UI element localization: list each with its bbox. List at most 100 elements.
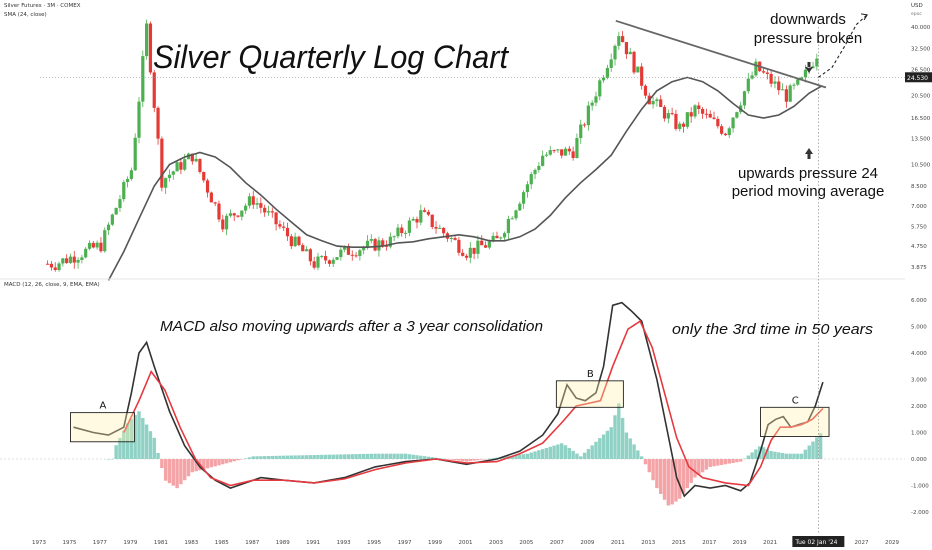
candle-body (324, 256, 328, 261)
macd-histogram-bar (407, 454, 412, 459)
candle-body (244, 205, 248, 211)
candle-body (453, 238, 457, 240)
candle-body (518, 203, 522, 211)
candle-body (289, 236, 293, 247)
candle-body (483, 245, 488, 248)
downwards-note-line1: downwards (770, 11, 846, 28)
macd-histogram-bar (487, 458, 492, 460)
macd-histogram-bar (354, 454, 358, 459)
chart-title: Silver Quarterly Log Chart (153, 39, 509, 75)
candle-body (57, 263, 61, 270)
macd-histogram-bar (780, 453, 785, 459)
projection-dashed-line (818, 14, 868, 78)
candle-body (358, 250, 362, 256)
candle-body (468, 247, 472, 258)
macd-histogram-bar (278, 455, 282, 459)
macd-histogram-bar (811, 441, 815, 459)
macd-histogram-bar (308, 455, 313, 459)
macd-histogram-bar (655, 459, 659, 489)
macd-histogram-bar (670, 459, 674, 505)
candle-body (407, 220, 411, 233)
macd-histogram-bar (754, 449, 758, 459)
candle-body (164, 178, 168, 188)
macd-header: MACD (12, 26, close, 9, EMA, EMA) (4, 282, 100, 288)
macd-histogram-bar (723, 459, 728, 465)
macd-histogram-bar (605, 430, 610, 459)
macd-histogram-bar (803, 449, 808, 459)
candle-body (643, 85, 648, 96)
box-b-label: B (587, 369, 594, 380)
candle-body (419, 210, 423, 223)
macd-histogram-bar (472, 459, 476, 461)
candle-body (255, 203, 259, 205)
up-arrow-icon (805, 148, 813, 159)
candle-body (156, 107, 160, 139)
candle-body (91, 242, 95, 248)
macd-histogram-bar (422, 456, 427, 459)
candle-body (103, 230, 107, 252)
candle-body (628, 51, 632, 55)
macd-histogram-bar (129, 418, 134, 459)
macd-histogram-bar (735, 459, 739, 463)
macd-histogram-bar (217, 459, 221, 466)
candle-body (259, 203, 263, 208)
candle-body (392, 236, 396, 238)
candle-body (331, 259, 335, 264)
macd-histogram-bar (171, 459, 175, 486)
macd-histogram-bar (719, 459, 724, 465)
candle-body (377, 240, 381, 251)
candle-body (803, 69, 808, 78)
macd-histogram-bar (221, 459, 225, 465)
macd-histogram-bar (183, 459, 187, 481)
macd-histogram-bar (601, 434, 606, 459)
macd-histogram-bar (807, 445, 811, 459)
time-tick-label: 2001 (459, 540, 473, 546)
macd-histogram-bar (457, 459, 461, 461)
macd-histogram-bar (122, 430, 126, 459)
macd-histogram-bar (445, 459, 450, 460)
down-arrow-icon (805, 62, 813, 73)
macd-histogram-bar (632, 444, 636, 459)
macd-histogram-bar (213, 459, 217, 467)
candle-body (651, 101, 655, 105)
candle-body (464, 255, 469, 258)
macd-histogram-bar (529, 452, 533, 459)
time-tick-label: 1999 (428, 540, 442, 546)
macd-histogram-bar (301, 455, 305, 459)
candle-body (476, 240, 480, 254)
macd-histogram-bar (137, 411, 141, 459)
symbol-header: Silver Futures · 3M · COMEX (4, 3, 81, 9)
macd-histogram-bar (262, 456, 267, 459)
candle-body (46, 263, 50, 265)
candle-body (780, 89, 785, 91)
price-tick-label: 16.500 (911, 116, 931, 122)
macd-histogram-bar (700, 459, 705, 473)
candle-body (693, 105, 697, 117)
macd-histogram-bar (282, 455, 286, 459)
macd-histogram-bar (304, 455, 309, 459)
macd-histogram-bar (266, 456, 271, 459)
candle-body (381, 240, 385, 246)
candle-body (624, 42, 629, 55)
time-tick-label: 2029 (885, 540, 899, 546)
candle-body (80, 257, 84, 260)
candle-body (632, 51, 636, 73)
candle-body (335, 257, 339, 260)
candle-body (636, 66, 640, 73)
macd-histogram-bar (636, 450, 640, 459)
macd-histogram-bar (731, 459, 735, 463)
candle-body (202, 171, 206, 181)
macd-histogram-bar (293, 455, 297, 459)
macd-histogram-bar (247, 457, 252, 459)
macd-histogram-bar (708, 459, 712, 467)
candle-body (68, 256, 73, 263)
candle-body (125, 179, 130, 183)
time-tick-label: 1985 (215, 540, 229, 546)
macd-histogram-bar (350, 454, 354, 459)
macd-histogram-bar (594, 441, 598, 459)
macd-histogram-bar (613, 415, 617, 459)
macd-tick-label: 6.000 (911, 298, 927, 304)
candle-body (274, 212, 278, 225)
candle-body (525, 184, 530, 193)
candle-body (316, 256, 320, 268)
